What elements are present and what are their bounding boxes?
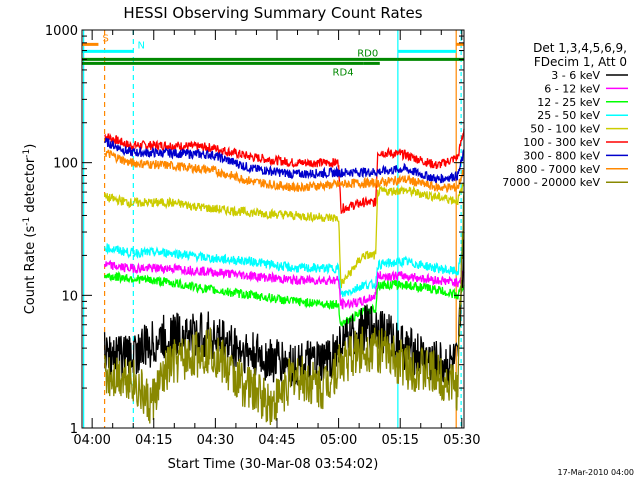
y-tick-label-2: 100 xyxy=(53,157,78,172)
legend-entry-label-8: 7000 - 20000 keV xyxy=(502,176,600,189)
flag-label-rd4: RD4 xyxy=(333,67,354,78)
legend-entry-label-6: 300 - 800 keV xyxy=(523,149,600,162)
legend: Det 1,3,4,5,6,9, FDecim 1, Att 0 3 - 6 k… xyxy=(502,41,628,189)
y-axis-label-middle: detector xyxy=(23,157,38,217)
x-tick-label-1: 04:15 xyxy=(135,433,172,448)
series-line-3 xyxy=(103,182,465,289)
x-axis-ticks: 04:00 04:15 04:30 04:45 05:00 05:15 05:30 xyxy=(73,30,481,448)
series-line-8 xyxy=(103,192,465,426)
series-line-4 xyxy=(103,242,465,298)
series-line-5 xyxy=(103,259,465,310)
chart-title: HESSI Observing Summary Count Rates xyxy=(123,4,422,22)
flag-label-n: N xyxy=(137,40,144,51)
x-tick-label-2: 04:30 xyxy=(197,433,234,448)
series-line-1 xyxy=(104,137,465,184)
legend-entry-label-3: 25 - 50 keV xyxy=(537,109,600,122)
x-tick-label-5: 05:15 xyxy=(381,433,418,448)
footer-timestamp: 17-Mar-2010 04:00 xyxy=(558,468,635,477)
plot-frame xyxy=(81,29,465,429)
y-axis-label-superscript-2: -1 xyxy=(22,149,32,158)
series-line-0 xyxy=(104,128,465,215)
y-axis-label-superscript-1: -1 xyxy=(22,217,32,226)
legend-entry-label-0: 3 - 6 keV xyxy=(551,69,600,82)
y-axis-ticks: 1 10 100 1000 xyxy=(45,24,464,437)
x-tick-label-0: 04:00 xyxy=(73,433,110,448)
legend-entry-label-5: 100 - 300 keV xyxy=(523,136,600,149)
legend-entry-label-7: 800 - 7000 keV xyxy=(516,163,600,176)
x-tick-label-6: 05:30 xyxy=(443,433,480,448)
legend-header-line-1: Det 1,3,4,5,6,9, xyxy=(533,41,627,55)
y-axis-label: Count Rate (s-1 detector-1) xyxy=(22,144,38,315)
series-line-6 xyxy=(103,270,465,328)
legend-entry-label-4: 50 - 100 keV xyxy=(530,123,600,136)
y-tick-label-1: 10 xyxy=(61,289,78,304)
x-tick-label-3: 04:45 xyxy=(258,433,295,448)
y-tick-label-3: 1000 xyxy=(45,24,78,39)
legend-header-line-2: FDecim 1, Att 0 xyxy=(534,55,627,69)
flag-label-rd0: RD0 xyxy=(357,48,378,59)
y-axis-label-main: Count Rate (s xyxy=(23,226,38,315)
x-axis-label: Start Time (30-Mar-08 03:54:02) xyxy=(168,457,379,472)
series-line-2 xyxy=(103,149,465,194)
y-tick-label-0: 1 xyxy=(70,422,78,437)
y-axis-label-end: ) xyxy=(23,144,38,149)
legend-entry-label-1: 6 - 12 keV xyxy=(544,82,600,95)
x-tick-label-4: 05:00 xyxy=(320,433,357,448)
flag-label-s: S xyxy=(103,33,109,44)
legend-entry-label-2: 12 - 25 keV xyxy=(537,96,600,109)
